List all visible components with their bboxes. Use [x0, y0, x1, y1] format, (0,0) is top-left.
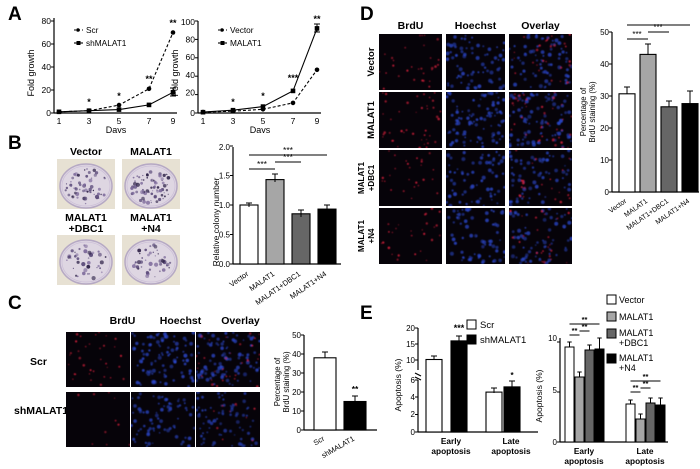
svg-text:Relative colony number: Relative colony number — [213, 177, 221, 266]
svg-text:**: ** — [572, 326, 578, 335]
svg-text:shMALAT1: shMALAT1 — [480, 335, 526, 346]
svg-text:3: 3 — [87, 116, 92, 126]
svg-text:1: 1 — [201, 116, 206, 126]
svg-text:Fold growth: Fold growth — [26, 49, 36, 96]
svg-text:BrdU staining (%): BrdU staining (%) — [282, 351, 291, 412]
svg-text:***: *** — [454, 323, 465, 333]
svg-text:20: 20 — [42, 85, 52, 95]
svg-text:**: ** — [352, 384, 359, 394]
svg-text:MALAT1: MALAT1 — [619, 328, 653, 338]
svg-text:15: 15 — [406, 340, 415, 349]
svg-text:*: * — [261, 91, 265, 101]
svg-text:7: 7 — [291, 116, 296, 126]
svg-text:0: 0 — [297, 426, 302, 435]
svg-text:MALAT1: MALAT1 — [619, 353, 653, 363]
svg-text:2.0: 2.0 — [219, 143, 231, 152]
svg-text:Early: Early — [574, 446, 595, 456]
svg-text:100: 100 — [181, 17, 195, 27]
svg-text:0: 0 — [553, 438, 558, 447]
svg-text:30: 30 — [292, 369, 301, 378]
svg-text:Apoptosis (%): Apoptosis (%) — [393, 358, 403, 411]
svg-text:apoptosis: apoptosis — [431, 446, 471, 456]
svg-text:0: 0 — [605, 188, 610, 197]
svg-text:Vector: Vector — [619, 295, 645, 305]
svg-text:Early: Early — [441, 436, 462, 446]
svg-text:**: ** — [145, 74, 153, 84]
svg-text:***: *** — [257, 159, 268, 169]
svg-text:6: 6 — [411, 376, 416, 385]
svg-text:*: * — [87, 97, 91, 107]
svg-text:4: 4 — [411, 393, 416, 402]
svg-text:Scr: Scr — [312, 434, 327, 448]
svg-text:3: 3 — [231, 116, 236, 126]
svg-text:Fold growth: Fold growth — [170, 49, 180, 96]
svg-text:Vector: Vector — [230, 25, 254, 35]
svg-text:40: 40 — [600, 60, 609, 69]
svg-text:9: 9 — [315, 116, 320, 126]
svg-text:80: 80 — [186, 35, 196, 45]
svg-text:10: 10 — [292, 407, 301, 416]
svg-text:**: ** — [582, 316, 588, 324]
svg-text:20: 20 — [406, 324, 415, 333]
svg-text:Percentage of: Percentage of — [579, 87, 588, 136]
svg-text:Days: Days — [106, 125, 127, 133]
svg-text:5: 5 — [553, 386, 558, 395]
svg-text:+N4: +N4 — [619, 363, 636, 373]
svg-text:60: 60 — [186, 52, 196, 62]
svg-text:MALAT1: MALAT1 — [619, 312, 653, 322]
svg-text:***: *** — [283, 145, 294, 155]
svg-text:40: 40 — [42, 62, 52, 72]
svg-text:50: 50 — [600, 28, 609, 37]
svg-text:Percentage of: Percentage of — [273, 357, 282, 406]
svg-text:10: 10 — [406, 356, 415, 365]
svg-text:*: * — [117, 91, 121, 101]
svg-text:10: 10 — [600, 156, 609, 165]
svg-text:***: *** — [632, 30, 641, 39]
svg-text:80: 80 — [42, 16, 52, 26]
svg-text:40: 40 — [186, 70, 196, 80]
svg-text:10: 10 — [548, 334, 557, 343]
svg-text:Late: Late — [636, 446, 653, 456]
svg-text:1: 1 — [57, 116, 62, 126]
svg-text:20: 20 — [292, 388, 301, 397]
svg-text:MALAT1: MALAT1 — [230, 38, 262, 48]
svg-text:20: 20 — [186, 87, 196, 97]
svg-text:**: ** — [313, 14, 321, 24]
svg-text:***: *** — [288, 73, 299, 83]
svg-text:*: * — [231, 97, 235, 107]
svg-text:0: 0 — [411, 428, 416, 437]
svg-text:shMALAT1: shMALAT1 — [86, 38, 127, 48]
svg-text:0: 0 — [46, 108, 51, 118]
svg-text:+DBC1: +DBC1 — [619, 338, 648, 348]
svg-text:apoptosis: apoptosis — [625, 456, 665, 466]
svg-text:7: 7 — [147, 116, 152, 126]
svg-text:apoptosis: apoptosis — [564, 456, 604, 466]
svg-text:apoptosis: apoptosis — [491, 446, 531, 456]
svg-text:20: 20 — [600, 124, 609, 133]
svg-text:50: 50 — [292, 331, 301, 340]
svg-text:Days: Days — [250, 125, 271, 133]
svg-text:2: 2 — [411, 410, 416, 419]
svg-text:shMALAT1: shMALAT1 — [320, 434, 356, 460]
svg-text:Late: Late — [502, 436, 519, 446]
svg-text:***: *** — [653, 22, 662, 25]
svg-text:Scr: Scr — [480, 320, 494, 331]
svg-text:40: 40 — [292, 350, 301, 359]
svg-text:60: 60 — [42, 39, 52, 49]
svg-text:Apoptosis (%): Apoptosis (%) — [534, 369, 544, 422]
svg-text:30: 30 — [600, 92, 609, 101]
svg-text:BrdU staining (%): BrdU staining (%) — [588, 81, 597, 142]
svg-text:*: * — [510, 371, 514, 380]
svg-text:0: 0 — [190, 108, 195, 118]
svg-text:Scr: Scr — [86, 25, 99, 35]
